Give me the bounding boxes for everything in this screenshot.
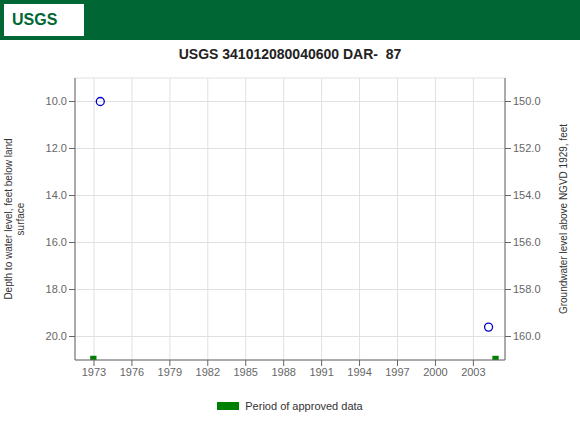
svg-text:158.0: 158.0 [513,283,541,295]
svg-text:1994: 1994 [347,366,371,378]
html-text:Period of approved data: Period of approved data [245,400,363,412]
svg-text:1997: 1997 [385,366,409,378]
svg-text:10.0: 10.0 [46,95,67,107]
svg-text:1979: 1979 [158,366,182,378]
html-text:USGS: USGS [12,11,58,28]
svg-text:152.0: 152.0 [513,142,541,154]
svg-text:1976: 1976 [120,366,144,378]
svg-text:1991: 1991 [309,366,333,378]
svg-text:16.0: 16.0 [46,236,67,248]
svg-text:14.0: 14.0 [46,189,67,201]
html-text:Depth to water level, feet bel: Depth to water level, feet below land [3,138,14,300]
svg-text:2000: 2000 [423,366,447,378]
svg-text:160.0: 160.0 [513,330,541,342]
svg-text:12.0: 12.0 [46,142,67,154]
svg-text:2003: 2003 [461,366,485,378]
svg-text:150.0: 150.0 [513,95,541,107]
html-text:Groundwater level above NGVD 1: Groundwater level above NGVD 1929, feet [558,123,569,315]
svg-text:18.0: 18.0 [46,283,67,295]
svg-text:156.0: 156.0 [513,236,541,248]
html-text:surface: surface [15,202,26,236]
svg-text:1985: 1985 [233,366,257,378]
svg-text:1973: 1973 [82,366,106,378]
svg-text:20.0: 20.0 [46,330,67,342]
svg-text:1988: 1988 [271,366,295,378]
html-text:USGS 341012080040600 DAR- 87: USGS 341012080040600 DAR- 87 [178,46,402,62]
svg-text:154.0: 154.0 [513,189,541,201]
svg-text:1982: 1982 [196,366,220,378]
